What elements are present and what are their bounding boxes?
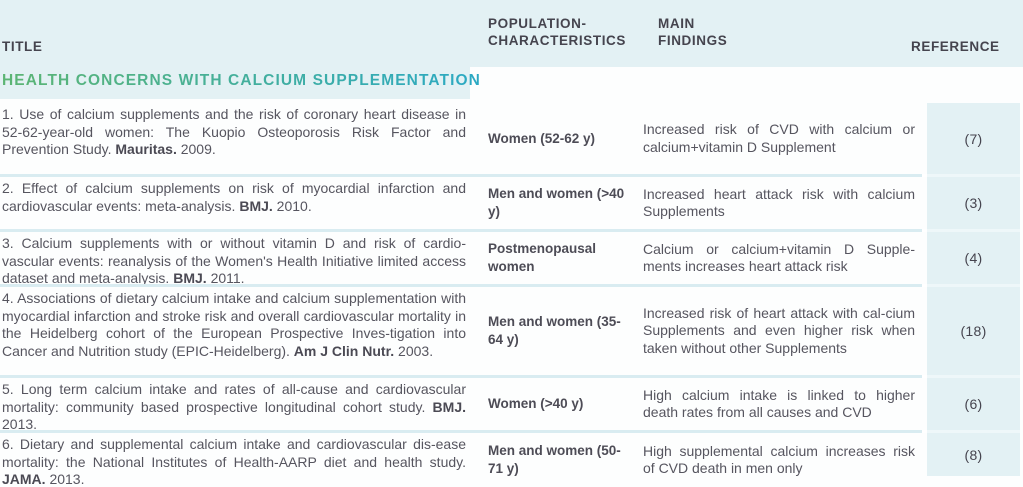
section-header-band: [0, 67, 470, 99]
study-year: 2009.: [180, 141, 216, 157]
study-title: 4. Associations of dietary calcium intak…: [2, 290, 466, 359]
study-title-cell: 2. Effect of calcium supplements on risk…: [0, 177, 470, 229]
column-header-population-characteristics: POPULATION- CHARACTERISTICS: [488, 16, 627, 48]
study-row: 5. Long term calcium intake and rates of…: [0, 378, 1023, 432]
study-year: 2013.: [2, 416, 38, 432]
study-source: JAMA.: [2, 471, 46, 487]
reference-cell: (3): [927, 177, 1020, 229]
reference-cell: (6): [927, 378, 1020, 430]
study-source: Mauritas.: [115, 141, 177, 157]
population-cell: Men and women (50-71 y): [488, 443, 621, 476]
findings-text: Increased risk of CVD with calcium or ca…: [643, 121, 915, 155]
study-title: 6. Dietary and supplemental calcium inta…: [2, 436, 466, 470]
study-row: 2. Effect of calcium supplements on risk…: [0, 177, 1023, 229]
row-separator: [0, 229, 1023, 232]
findings-cell: Increased heart attack risk with calcium…: [643, 177, 915, 229]
findings-cell: Increased risk of CVD with calcium or ca…: [643, 103, 915, 174]
reference-cell: (8): [927, 433, 1020, 476]
study-year: 2003.: [398, 342, 434, 359]
study-title: 2. Effect of calcium supplements on risk…: [2, 180, 466, 214]
study-source: BMJ.: [239, 197, 273, 214]
reference-cell: (7): [927, 103, 1020, 174]
reference-cell: (4): [927, 232, 1020, 284]
row-separator: [0, 375, 1023, 378]
study-row: 4. Associations of dietary calcium intak…: [0, 287, 1023, 375]
study-title: 3. Calcium supplements with or without v…: [2, 235, 466, 286]
row-separator: [0, 430, 1023, 433]
study-year: 2010.: [276, 197, 312, 214]
findings-text: Increased heart attack risk with calcium…: [643, 185, 915, 220]
study-year: 2011.: [210, 270, 245, 286]
row-separator: [0, 174, 1023, 177]
table-header-band: [0, 0, 1023, 67]
findings-cell: Increased risk of heart attack with cal-…: [643, 287, 915, 375]
study-row: 3. Calcium supplements with or without v…: [0, 232, 1023, 286]
findings-cell: Calcium or calcium+vitamin D Supple-ment…: [643, 232, 915, 284]
reference-cell: (18): [927, 287, 1020, 375]
population-cell: Women (>40 y): [488, 396, 584, 411]
findings-cell: High calcium intake is linked to higher …: [643, 378, 915, 430]
findings-text: High calcium intake is linked to higher …: [643, 386, 915, 421]
column-header-title: TITLE: [2, 39, 43, 54]
findings-cell: High supplemental calcium increases risk…: [643, 433, 915, 487]
study-title-cell: 1. Use of calcium supplements and the ri…: [0, 103, 470, 174]
findings-text: Increased risk of heart attack with cal-…: [643, 304, 915, 356]
population-cell: Postmenopausal women: [488, 241, 597, 274]
section-header: HEALTH CONCERNS WITH CALCIUM SUPPLEMENTA…: [2, 72, 481, 89]
population-cell: Women (52-62 y): [488, 130, 596, 146]
study-source: Am J Clin Nutr.: [293, 342, 395, 359]
study-title-cell: 6. Dietary and supplemental calcium inta…: [0, 433, 470, 487]
study-title: 5. Long term calcium intake and rates of…: [2, 381, 466, 415]
study-source: BMJ.: [432, 398, 466, 415]
population-cell: Men and women (35-64 y): [488, 314, 621, 347]
table-body: 1. Use of calcium supplements and the ri…: [0, 103, 1023, 487]
findings-text: Calcium or calcium+vitamin D Supple-ment…: [643, 240, 915, 275]
study-row: 1. Use of calcium supplements and the ri…: [0, 103, 1023, 174]
population-cell: Men and women (>40 y): [488, 186, 625, 219]
study-year: 2013.: [49, 471, 85, 487]
row-separator: [0, 284, 1023, 287]
findings-text: High supplemental calcium increases risk…: [643, 442, 915, 477]
study-row: 6. Dietary and supplemental calcium inta…: [0, 433, 1023, 487]
study-title-cell: 5. Long term calcium intake and rates of…: [0, 378, 470, 432]
column-header-main-findings: MAIN FINDINGS: [658, 16, 728, 48]
study-title-cell: 3. Calcium supplements with or without v…: [0, 232, 470, 286]
column-header-reference: REFERENCE: [911, 39, 1000, 54]
study-source: BMJ.: [173, 270, 207, 286]
study-title: 1. Use of calcium supplements and the ri…: [2, 106, 466, 157]
study-title-cell: 4. Associations of dietary calcium intak…: [0, 287, 470, 375]
